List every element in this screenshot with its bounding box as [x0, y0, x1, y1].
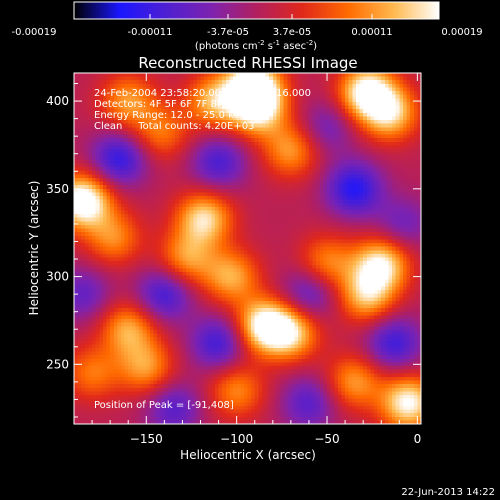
axis-ticks — [74, 73, 421, 424]
y-tick-label: 350 — [46, 182, 69, 196]
annotation-peak: Position of Peak = [-91,408] — [94, 400, 234, 411]
footer-date: 22-Jun-2013 14:22 — [401, 487, 495, 498]
colorbar-tick-label: 0.00019 — [441, 27, 482, 38]
colorbar-ticks — [149, 14, 373, 19]
colorbar-units: (photons cm-2 s-1 asec-2) — [195, 39, 317, 52]
y-tick-label: 300 — [46, 270, 69, 284]
x-tick-label: −50 — [314, 432, 339, 446]
colorbar-tick-label: 3.7e-05 — [273, 27, 311, 38]
x-tick-label: −100 — [220, 432, 253, 446]
colorbar-tick-label: 0.00011 — [351, 27, 392, 38]
annotation-time: 24-Feb-2004 23:58:20.000 to 00:01:16.000 — [94, 88, 311, 99]
annotation-detectors: Detectors: 4F 5F 6F 7F 8F, Att 0 — [94, 99, 253, 110]
annotation-energy: Energy Range: 12.0 - 25.0 keV — [94, 110, 247, 121]
plot-frame — [73, 72, 422, 425]
colorbar-tick-label: -0.00011 — [128, 27, 173, 38]
heatmap-image — [74, 73, 421, 424]
heatmap — [74, 73, 421, 424]
y-axis-label: Heliocentric Y (arcsec) — [27, 181, 41, 316]
x-axis-label: Heliocentric X (arcsec) — [180, 448, 316, 462]
y-tick-label: 250 — [46, 357, 69, 371]
colorbar-tick-label: -0.00019 — [12, 27, 57, 38]
colorbar: -0.00019 -0.00011 -3.7e-05 3.7e-05 0.000… — [12, 1, 483, 52]
x-tick-label: 0 — [414, 432, 422, 446]
annotations: 24-Feb-2004 23:58:20.000 to 00:01:16.000… — [94, 88, 311, 411]
annotation-counts: Clean Total counts: 4.20E+03 — [94, 121, 254, 132]
chart-title: Reconstructed RHESSI Image — [138, 54, 357, 72]
colorbar-tick-label: -3.7e-05 — [207, 27, 249, 38]
colorbar-gradient — [73, 1, 440, 20]
x-tick-label: −150 — [130, 432, 163, 446]
y-tick-label: 400 — [46, 94, 69, 108]
